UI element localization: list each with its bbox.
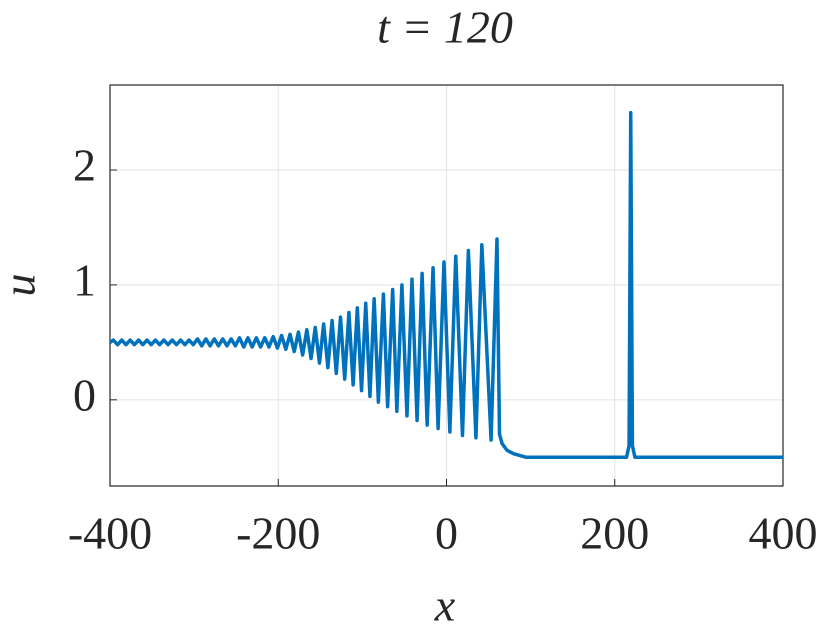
- y-tick-label: 0: [73, 369, 96, 420]
- data-line: [109, 110, 783, 460]
- chart-title: t = 120: [377, 2, 513, 53]
- y-tick-label: 1: [73, 254, 96, 305]
- x-tick-label: -400: [68, 508, 152, 559]
- y-tick-label: 2: [73, 140, 96, 191]
- y-axis-label: u: [0, 274, 45, 297]
- x-tick-label: 0: [435, 508, 458, 559]
- x-tick-label: 400: [749, 508, 818, 559]
- x-tick-label: -200: [236, 508, 320, 559]
- plot-frame: [109, 84, 784, 487]
- x-axis-label: x: [434, 580, 456, 631]
- x-tick-label: 200: [580, 508, 649, 559]
